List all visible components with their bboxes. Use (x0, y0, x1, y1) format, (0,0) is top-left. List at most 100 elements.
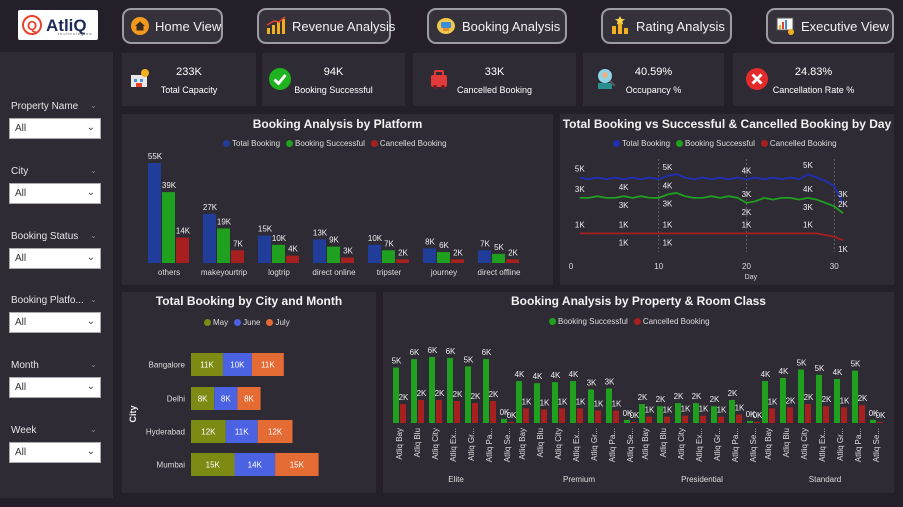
data-label: 0K (630, 411, 640, 420)
nav-revenue-analysis-button[interactable]: Revenue Analysis (257, 8, 395, 44)
data-label: 8K (198, 395, 208, 404)
logo-mark: Q (22, 15, 42, 35)
property-bar (693, 403, 699, 423)
data-label: 2K (417, 389, 427, 398)
property-bar (534, 383, 540, 423)
month-select[interactable]: All ⌄ (9, 377, 101, 398)
legend-dot (370, 140, 378, 147)
data-label: 14K (176, 227, 191, 236)
x-tick-label: Atliq Gr... (836, 428, 845, 461)
group-label: Presidential (681, 475, 723, 484)
data-label: 4K (779, 367, 789, 376)
property-bar (472, 403, 478, 423)
legend-label: Cancelled Booking (379, 139, 447, 148)
data-label: 2K (838, 200, 848, 209)
legend-label: Booking Successful (295, 139, 365, 148)
property-bar (646, 416, 652, 423)
x-tick-label: Atliq Blu (782, 428, 791, 457)
property-bar (418, 399, 424, 423)
property-bar (454, 401, 460, 423)
platform-bar (327, 246, 340, 263)
chevron-down-icon[interactable]: ⌄ (90, 166, 97, 175)
chevron-down-icon[interactable]: ⌄ (90, 360, 97, 369)
week-select[interactable]: All ⌄ (9, 442, 101, 463)
data-label: 1K (619, 238, 629, 247)
data-label: 5K (663, 163, 673, 172)
property-name-select[interactable]: All ⌄ (9, 118, 101, 139)
booking-status-select[interactable]: All ⌄ (9, 248, 101, 269)
legend-dot (676, 140, 684, 147)
data-label: 0K (507, 411, 517, 420)
chart-legend: May June July (204, 318, 294, 327)
data-label: 1K (522, 397, 532, 406)
chevron-down-icon[interactable]: ⌄ (90, 295, 97, 304)
data-label: 2K (471, 392, 481, 401)
property-bar (508, 421, 514, 423)
data-label: 5K (797, 359, 807, 368)
data-label: 4K (551, 371, 561, 380)
platform-bar (478, 250, 491, 263)
nav-home-view-button[interactable]: Home View (122, 8, 223, 44)
data-label: 55K (148, 152, 163, 161)
nav-rating-analysis-button[interactable]: Rating Analysis (601, 8, 732, 44)
platform-bar-chart: 55K39K14Kothers27K19K7Kmakeyourtrip15K10… (148, 152, 521, 277)
chevron-down-icon[interactable]: ⌄ (90, 101, 97, 110)
city-select[interactable]: All ⌄ (9, 183, 101, 204)
legend-dot (549, 318, 556, 325)
data-label: 1K (558, 397, 568, 406)
select-value: All (15, 123, 27, 134)
executive-icon (774, 15, 796, 37)
property-bar (700, 415, 706, 423)
legend-label: Total Booking (622, 139, 671, 148)
x-tick-label: Atliq Gr... (590, 428, 599, 461)
platform-bar (382, 250, 395, 263)
data-label: 2K (692, 392, 702, 401)
data-label: 5K (815, 364, 825, 373)
platform-bar (313, 239, 326, 263)
property-bar (429, 357, 435, 423)
select-value: All (15, 188, 27, 199)
property-bar (780, 377, 786, 423)
platform-bar (203, 213, 216, 263)
filter-label-property-name: Property Name (11, 101, 79, 112)
property-bar (411, 359, 417, 423)
data-label: 15K (206, 461, 221, 470)
chevron-down-icon[interactable]: ⌄ (90, 425, 97, 434)
chevron-down-icon: ⌄ (86, 122, 95, 133)
booking-platform-select[interactable]: All ⌄ (9, 312, 101, 333)
legend-label: June (243, 318, 261, 327)
nav-executive-view-button[interactable]: Executive View (766, 8, 894, 44)
data-label: 5K (494, 243, 504, 252)
legend-label: May (213, 318, 229, 327)
kpi-cancellation-rate: 24.83% Cancellation Rate % (733, 53, 894, 106)
check-icon (269, 68, 291, 90)
data-label: 6K (446, 347, 456, 356)
data-label: 1K (742, 220, 752, 229)
nav-booking-analysis-button[interactable]: Booking Analysis (427, 8, 567, 44)
data-label: 0K (746, 410, 756, 419)
chart-title: Total Booking vs Successful & Cancelled … (562, 117, 892, 131)
data-label: 11K (261, 361, 275, 370)
chevron-down-icon: ⌄ (86, 187, 95, 198)
data-label: 1K (540, 398, 550, 407)
x-tick-label: Atliq Pa... (608, 428, 617, 462)
data-label: 7K (384, 239, 394, 248)
platform-bar (451, 259, 464, 263)
platform-bar (231, 250, 244, 263)
property-bar (393, 367, 399, 423)
property-bar (718, 416, 724, 423)
x-tick-label: Atliq Bay (641, 428, 650, 460)
data-label: 12K (201, 428, 216, 437)
property-bar (465, 366, 471, 423)
chevron-down-icon[interactable]: ⌄ (90, 231, 97, 240)
x-tick-label: Atliq Pa... (731, 428, 740, 462)
y-tick-label: Hyderabad (146, 428, 185, 437)
kpi-booking-successful: 94K Booking Successful (262, 53, 405, 106)
x-tick-label: journey (430, 268, 457, 277)
x-tick-label: Atliq Ex... (695, 428, 704, 462)
group-label: Standard (809, 475, 841, 484)
day-line-chart-panel: Total Booking vs Successful & Cancelled … (560, 114, 894, 285)
rating-icon (609, 15, 631, 37)
property-bar (588, 389, 594, 423)
data-label: 8K (244, 395, 254, 404)
